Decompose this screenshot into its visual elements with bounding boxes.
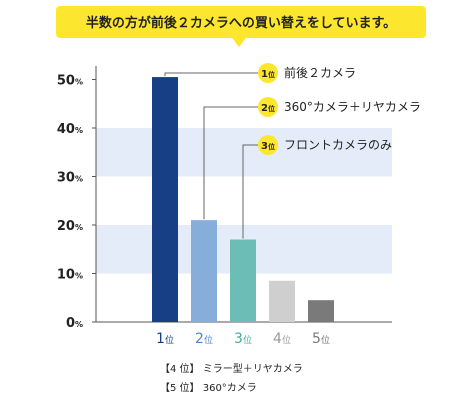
bar-rank-3 — [230, 239, 256, 322]
rank-badge-number: 1 — [261, 69, 268, 80]
y-tick-unit: % — [75, 320, 83, 329]
y-tick-label: 40% — [57, 122, 83, 137]
footnote-rank-5: 【5 位】 360°カメラ — [160, 383, 257, 394]
y-tick-unit: % — [75, 223, 83, 232]
x-tick-number: 1 — [156, 331, 165, 347]
grid-band — [96, 128, 392, 177]
y-tick-label: 10% — [57, 268, 83, 283]
banner-pointer — [232, 38, 246, 47]
x-axis-labels: 1位 2位 3位 4位 5位 — [156, 331, 330, 347]
y-tick-label: 50% — [57, 74, 83, 89]
banner-text: 半数の方が前後２カメラへの買い替えをしています。 — [86, 15, 396, 31]
leader-line — [203, 106, 258, 220]
x-tick-number: 5 — [312, 331, 321, 347]
x-tick-number: 4 — [273, 331, 282, 347]
x-tick-label: 5位 — [312, 331, 330, 347]
y-tick-label: 30% — [57, 171, 83, 186]
rank-badge — [258, 63, 278, 83]
callout-label: フロントカメラのみ — [284, 138, 392, 152]
x-tick-label: 2位 — [195, 331, 213, 347]
rank-badge-suffix: 位 — [268, 104, 275, 113]
bar-rank-1 — [152, 77, 178, 322]
x-tick-suffix: 位 — [204, 334, 213, 346]
rank-badge-label: 3位 — [261, 141, 275, 152]
leader-line — [242, 144, 258, 239]
banner-background — [56, 6, 426, 38]
x-tick-suffix: 位 — [321, 334, 330, 346]
callout-label: 360°カメラ＋リヤカメラ — [284, 100, 421, 114]
y-tick-label: 0% — [66, 316, 83, 331]
y-tick-unit: % — [75, 126, 83, 135]
x-tick-label: 4位 — [273, 331, 291, 347]
x-tick-suffix: 位 — [243, 334, 252, 346]
x-tick-number: 2 — [195, 331, 204, 347]
bars — [152, 77, 334, 322]
bar-rank-2 — [191, 220, 217, 322]
rank-badge-suffix: 位 — [268, 70, 275, 79]
y-tick-unit: % — [75, 78, 83, 87]
rank-badge-number: 3 — [261, 141, 268, 152]
rank-badge-number: 2 — [261, 103, 268, 114]
callout-label: 前後２カメラ — [284, 65, 356, 80]
y-tick-unit: % — [75, 175, 83, 184]
bar-rank-5 — [308, 300, 334, 322]
rank-badge-label: 2位 — [261, 103, 275, 114]
y-tick-unit: % — [75, 272, 83, 281]
y-tick-label: 20% — [57, 219, 83, 234]
footnote-rank-4: 【4 位】 ミラー型＋リヤカメラ — [160, 364, 303, 375]
x-tick-label: 1位 — [156, 331, 174, 347]
x-tick-label: 3位 — [234, 331, 252, 347]
leader-line — [164, 72, 258, 77]
rank-badge-label: 1位 — [261, 69, 275, 80]
bar-rank-4 — [269, 280, 295, 322]
title-banner: 半数の方が前後２カメラへの買い替えをしています。 — [56, 6, 426, 47]
rank-badge-suffix: 位 — [268, 142, 275, 151]
rank-badge — [258, 97, 278, 117]
x-tick-suffix: 位 — [165, 334, 174, 346]
x-tick-number: 3 — [234, 331, 243, 347]
y-axis: 0% 10% 20% 30% 40% 50% — [57, 66, 392, 331]
x-tick-suffix: 位 — [282, 334, 291, 346]
rank-badge — [258, 135, 278, 155]
